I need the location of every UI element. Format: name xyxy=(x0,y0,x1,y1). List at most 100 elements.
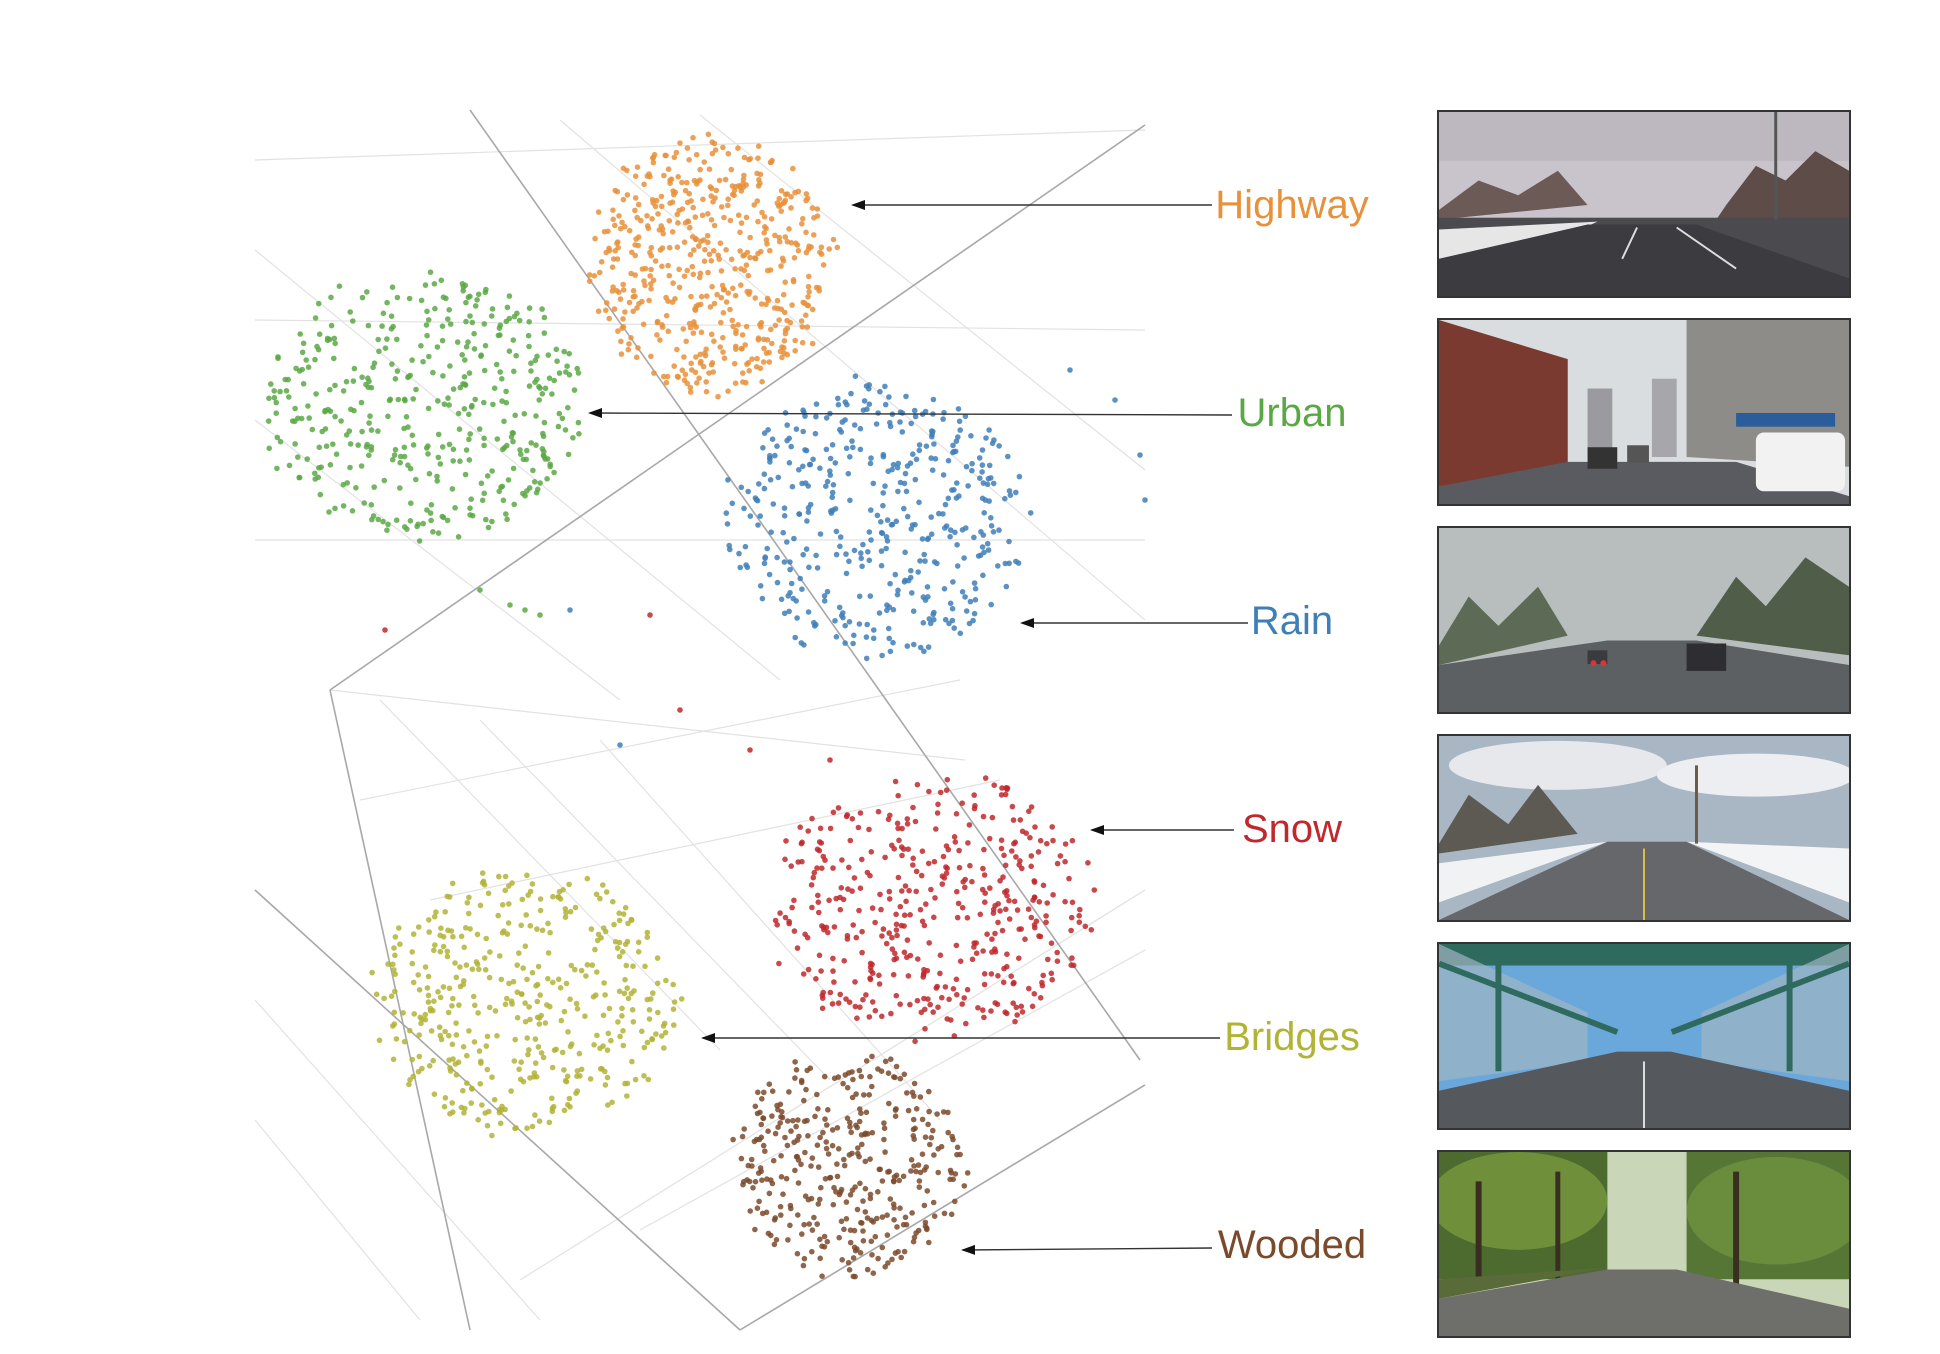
point-bridges xyxy=(560,887,566,893)
point-snow xyxy=(895,874,902,881)
point-rain xyxy=(979,447,986,453)
point-wooded xyxy=(897,1075,904,1082)
point-bridges xyxy=(449,1003,455,1009)
point-rain xyxy=(796,511,802,517)
point-highway xyxy=(692,369,699,376)
point-bridges xyxy=(573,1000,580,1007)
point-highway xyxy=(755,337,762,343)
point-bridges xyxy=(524,976,530,983)
point-wooded xyxy=(791,1139,797,1146)
point-urban xyxy=(536,383,542,390)
point-urban xyxy=(516,317,523,324)
point-urban xyxy=(561,348,567,355)
point-wooded xyxy=(793,1067,800,1073)
point-bridges xyxy=(424,985,431,991)
point-highway xyxy=(758,319,765,326)
point-bridges xyxy=(442,1028,448,1035)
point-urban xyxy=(299,349,306,356)
point-rain xyxy=(857,446,864,453)
point-wooded xyxy=(866,1092,872,1098)
point-snow xyxy=(816,952,823,959)
point-wooded xyxy=(852,1247,859,1254)
point-highway xyxy=(725,196,731,202)
point-highway xyxy=(667,200,673,206)
point-rain xyxy=(980,572,986,579)
point-highway xyxy=(752,255,759,262)
point-wooded xyxy=(869,1129,876,1136)
point-highway xyxy=(711,248,717,254)
point-urban xyxy=(469,512,476,519)
point-snow xyxy=(866,1014,873,1020)
point-snow xyxy=(1016,955,1022,961)
point-rain xyxy=(756,481,762,487)
point-wooded xyxy=(772,1130,779,1137)
point-urban xyxy=(277,438,284,445)
point-rain xyxy=(884,602,890,608)
point-rain xyxy=(919,536,926,542)
point-rain xyxy=(846,619,853,625)
point-urban xyxy=(405,462,411,469)
point-highway xyxy=(820,262,827,268)
point-bridges xyxy=(391,945,397,951)
point-snow xyxy=(811,869,818,876)
point-highway xyxy=(795,188,802,195)
point-snow xyxy=(964,915,971,921)
point-bridges xyxy=(538,1050,545,1056)
point-snow xyxy=(939,881,946,887)
point-wooded xyxy=(947,1167,954,1174)
point-highway xyxy=(741,252,748,258)
point-rain xyxy=(851,422,858,428)
point-rain xyxy=(829,494,835,501)
point-urban xyxy=(397,459,404,466)
point-wooded xyxy=(926,1239,932,1246)
point-rain xyxy=(957,427,963,433)
point-snow xyxy=(1023,830,1029,836)
point-snow xyxy=(904,954,910,961)
point-rain xyxy=(858,550,864,556)
point-rain xyxy=(867,460,874,467)
point-snow xyxy=(987,885,993,891)
point-highway xyxy=(655,211,661,217)
point-urban xyxy=(312,315,319,321)
point-rain xyxy=(567,607,573,613)
point-highway xyxy=(684,199,691,206)
point-snow xyxy=(926,940,932,946)
point-snow xyxy=(982,890,988,896)
point-rain xyxy=(890,461,897,468)
point-snow xyxy=(819,1005,826,1012)
point-snow xyxy=(953,976,960,983)
point-wooded xyxy=(864,1215,871,1221)
point-urban xyxy=(462,357,468,363)
point-snow xyxy=(786,920,792,927)
point-rain xyxy=(910,451,916,458)
point-snow xyxy=(1009,848,1015,854)
point-wooded xyxy=(913,1106,920,1112)
point-bridges xyxy=(437,932,444,939)
point-urban xyxy=(566,350,572,357)
point-urban xyxy=(511,368,517,375)
point-urban xyxy=(423,445,430,451)
point-wooded xyxy=(897,1205,903,1211)
point-urban xyxy=(298,415,305,422)
cluster-rain xyxy=(723,373,1034,662)
point-highway xyxy=(779,354,785,361)
point-wooded xyxy=(872,1233,879,1240)
point-bridges xyxy=(436,1024,443,1030)
point-highway xyxy=(691,319,697,325)
arrow-wooded xyxy=(961,1244,1213,1255)
arrow-urban xyxy=(588,408,1233,419)
point-rain xyxy=(922,597,929,603)
point-urban xyxy=(323,443,330,450)
point-bridges xyxy=(591,1042,597,1048)
point-bridges xyxy=(505,920,512,926)
point-highway xyxy=(686,320,693,327)
point-rain xyxy=(736,550,742,557)
point-snow xyxy=(829,1001,836,1007)
point-urban xyxy=(499,376,505,382)
point-snow xyxy=(937,970,943,977)
point-snow xyxy=(954,888,960,895)
point-highway xyxy=(677,140,683,146)
point-bridges xyxy=(563,1078,570,1085)
point-rain xyxy=(830,507,836,513)
point-rain xyxy=(989,440,996,447)
